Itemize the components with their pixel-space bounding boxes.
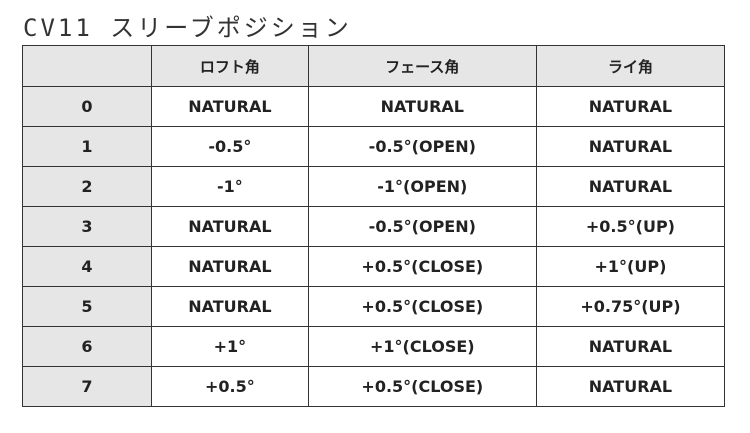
position-number: 7 xyxy=(22,366,152,407)
table-cell: -0.5° xyxy=(151,126,309,167)
table-row: 0 NATURAL NATURAL NATURAL xyxy=(22,86,726,127)
table-cell: +0.5°(CLOSE) xyxy=(307,366,537,407)
table-cell: +0.5°(CLOSE) xyxy=(307,246,537,287)
page-title: CV11 スリーブポジション xyxy=(23,14,352,42)
table-cell: -0.5°(OPEN) xyxy=(307,206,537,247)
table-cell: -0.5°(OPEN) xyxy=(307,126,537,167)
position-number: 0 xyxy=(22,86,152,127)
table-cell: -1° xyxy=(151,166,309,207)
column-header: ライ角 xyxy=(535,45,726,87)
table-cell: +0.5°(CLOSE) xyxy=(307,286,537,327)
position-number: 6 xyxy=(22,326,152,367)
position-number: 1 xyxy=(22,126,152,167)
column-header: ロフト角 xyxy=(151,45,309,87)
table-cell: +1°(UP) xyxy=(535,246,726,287)
table-cell: +0.75°(UP) xyxy=(535,286,726,327)
table-cell: +1° xyxy=(151,326,309,367)
table-cell: NATURAL xyxy=(535,86,726,127)
table-cell: NATURAL xyxy=(535,126,726,167)
table-row: 7 +0.5° +0.5°(CLOSE) NATURAL xyxy=(22,366,726,407)
table-row: 3 NATURAL -0.5°(OPEN) +0.5°(UP) xyxy=(22,206,726,247)
table-cell: +0.5°(UP) xyxy=(535,206,726,247)
table-row: 5 NATURAL +0.5°(CLOSE) +0.75°(UP) xyxy=(22,286,726,327)
column-header: フェース角 xyxy=(307,45,537,87)
header-row: ロフト角 フェース角 ライ角 xyxy=(22,45,726,87)
position-number: 4 xyxy=(22,246,152,287)
column-header xyxy=(22,45,152,87)
position-number: 2 xyxy=(22,166,152,207)
table-cell: NATURAL xyxy=(151,286,309,327)
table-cell: NATURAL xyxy=(151,86,309,127)
table-cell: -1°(OPEN) xyxy=(307,166,537,207)
table-cell: NATURAL xyxy=(535,166,726,207)
table-cell: NATURAL xyxy=(151,206,309,247)
table-cell: NATURAL xyxy=(535,366,726,407)
table-row: 1 -0.5° -0.5°(OPEN) NATURAL xyxy=(22,126,726,167)
table-cell: NATURAL xyxy=(307,86,537,127)
table-row: 4 NATURAL +0.5°(CLOSE) +1°(UP) xyxy=(22,246,726,287)
table-cell: NATURAL xyxy=(151,246,309,287)
sleeve-position-table: ロフト角 フェース角 ライ角 0 NATURAL NATURAL NATURAL 1 -0.5… xyxy=(22,45,726,407)
table-cell: +1°(CLOSE) xyxy=(307,326,537,367)
table-cell: +0.5° xyxy=(151,366,309,407)
table-row: 2 -1° -1°(OPEN) NATURAL xyxy=(22,166,726,207)
table-cell: NATURAL xyxy=(535,326,726,367)
position-number: 3 xyxy=(22,206,152,247)
position-number: 5 xyxy=(22,286,152,327)
table-row: 6 +1° +1°(CLOSE) NATURAL xyxy=(22,326,726,367)
